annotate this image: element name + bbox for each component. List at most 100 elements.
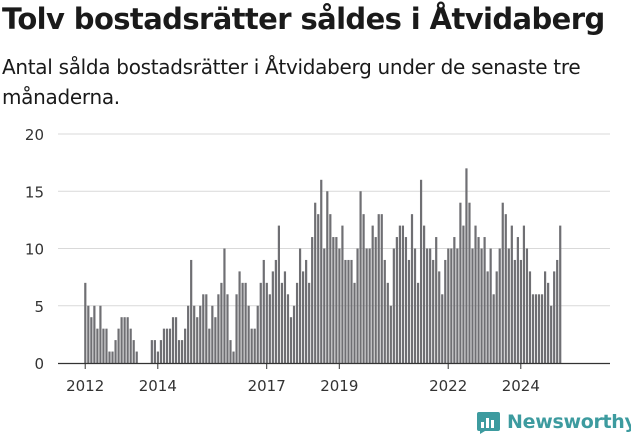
bar <box>241 282 244 363</box>
bar <box>468 202 471 363</box>
y-tick-label: 20 <box>25 126 44 144</box>
bar <box>459 202 462 363</box>
bar <box>302 271 305 363</box>
bar <box>320 179 323 363</box>
y-axis-tick-labels: 0 5 10 15 20 <box>25 126 44 373</box>
bar <box>292 305 296 363</box>
bar <box>429 248 432 363</box>
bar <box>474 225 477 363</box>
bar <box>423 225 426 363</box>
bar <box>416 282 420 363</box>
bar <box>247 305 250 363</box>
bar <box>259 282 262 363</box>
bar <box>483 237 486 363</box>
bar <box>453 237 456 363</box>
bar <box>174 317 178 363</box>
bar <box>507 248 510 363</box>
bar <box>217 294 220 363</box>
bar <box>150 340 153 363</box>
bar <box>123 317 126 363</box>
bar <box>550 305 553 363</box>
bar <box>383 259 386 363</box>
bar <box>323 248 326 363</box>
bar <box>111 351 114 363</box>
bar <box>510 225 513 363</box>
y-tick-label: 15 <box>25 183 44 201</box>
bar <box>486 271 489 363</box>
bar <box>329 214 332 363</box>
bar <box>432 259 435 363</box>
bar <box>540 294 544 363</box>
bar <box>522 225 526 363</box>
bar <box>268 294 271 363</box>
bar <box>356 248 359 363</box>
bar <box>380 214 383 363</box>
bar <box>537 294 541 363</box>
bar <box>335 237 338 363</box>
bar <box>120 317 123 363</box>
bar <box>153 340 156 363</box>
bar <box>177 340 181 363</box>
bar <box>410 214 414 363</box>
bar <box>87 305 90 363</box>
bar <box>314 202 317 363</box>
bar <box>525 248 529 363</box>
bar <box>235 294 238 363</box>
bar <box>205 294 208 363</box>
bar <box>534 294 538 363</box>
bar <box>105 328 108 363</box>
bar <box>220 282 223 363</box>
bar <box>401 225 405 363</box>
bar <box>308 282 311 363</box>
bar <box>253 328 256 363</box>
bar <box>90 317 93 363</box>
bar <box>347 259 350 363</box>
bar <box>353 282 356 363</box>
newsworthy-logo: Newsworthy <box>476 406 631 438</box>
bar <box>489 248 492 363</box>
bar <box>374 237 377 363</box>
data-label: 12 <box>571 0 591 4</box>
bar <box>135 351 138 363</box>
bar <box>371 225 374 363</box>
bar <box>181 340 184 363</box>
bar <box>271 271 274 363</box>
bar <box>519 259 522 363</box>
bar <box>438 271 441 363</box>
bar <box>305 259 308 363</box>
bar <box>311 237 314 363</box>
bar <box>359 191 362 363</box>
bar <box>196 317 199 363</box>
bar <box>232 351 235 363</box>
bar <box>126 317 129 363</box>
bar <box>298 248 302 363</box>
brand-name: Newsworthy <box>507 411 631 433</box>
bar <box>256 305 259 363</box>
bar <box>480 248 483 363</box>
bar <box>365 248 368 363</box>
bar <box>165 328 169 363</box>
bar <box>338 248 341 363</box>
bar <box>404 237 408 363</box>
bar <box>553 271 556 363</box>
bar <box>283 271 287 363</box>
bar <box>223 248 226 363</box>
bar <box>462 225 465 363</box>
bar <box>341 225 344 363</box>
bar <box>344 259 347 363</box>
x-axis-tick-labels: 2012 2014 2017 2019 2022 2024 <box>66 363 540 395</box>
bar <box>531 294 535 363</box>
bar <box>547 282 550 363</box>
bar <box>168 328 172 363</box>
bar <box>471 248 474 363</box>
bar <box>108 351 111 363</box>
bar <box>528 271 532 363</box>
bar <box>295 282 299 363</box>
bar <box>504 214 507 363</box>
bar <box>289 317 293 363</box>
bar <box>350 259 353 363</box>
bar <box>326 191 329 363</box>
bar <box>450 248 453 363</box>
bar <box>84 282 87 363</box>
bar <box>332 237 335 363</box>
